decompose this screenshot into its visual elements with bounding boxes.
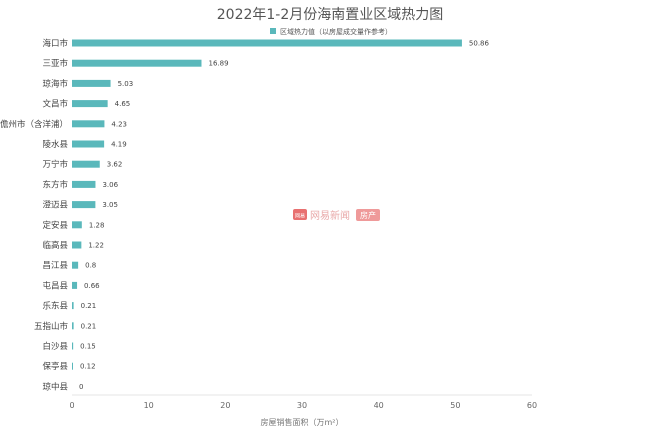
category-label: 五指山市: [34, 321, 69, 332]
category-label: 澄迈县: [42, 200, 68, 211]
category-label: 三亚市: [42, 58, 68, 69]
bars: [72, 39, 462, 370]
x-axis-label: 房屋销售面积（万m²）: [261, 417, 344, 427]
x-tick-label: 30: [297, 401, 307, 410]
value-label: 3.62: [107, 161, 123, 169]
watermark-badge: 网易: [295, 214, 305, 220]
bar: [72, 201, 96, 209]
category-label: 保亭县: [42, 361, 68, 372]
bar: [72, 362, 73, 370]
bar: [72, 342, 74, 350]
category-label: 临高县: [42, 240, 68, 251]
value-label: 0.66: [84, 282, 100, 290]
value-label: 0.21: [81, 322, 97, 330]
value-label: 0.8: [85, 262, 96, 270]
x-tick-label: 50: [450, 401, 460, 410]
legend-label: 区域热力值（以房屋成交量作参考）: [280, 27, 392, 36]
category-label: 乐东县: [42, 301, 68, 312]
x-tick-label: 60: [527, 401, 537, 410]
x-tick-label: 40: [374, 401, 384, 410]
value-label: 4.65: [115, 100, 131, 108]
watermark-tag-bg: [356, 209, 380, 221]
category-label: 文昌市: [42, 99, 68, 110]
category-label: 屯昌县: [42, 280, 68, 291]
value-label: 0: [79, 383, 83, 391]
bar: [72, 322, 74, 330]
x-tick-label: 20: [220, 401, 230, 410]
x-tick-label: 10: [144, 401, 154, 410]
category-label: 琼中县: [42, 381, 68, 392]
category-label: 东方市: [42, 179, 68, 190]
watermark-logo: [293, 209, 307, 220]
bar: [72, 140, 105, 148]
legend-swatch: [270, 28, 276, 34]
category-label: 陵水县: [42, 139, 68, 150]
bar: [72, 79, 111, 87]
bar: [72, 221, 82, 229]
bar: [72, 281, 78, 289]
value-label: 4.19: [111, 141, 127, 149]
category-label: 儋州市（含洋浦）: [0, 119, 68, 130]
watermark-tag: 房产: [360, 210, 376, 220]
category-label: 昌江县: [42, 261, 68, 271]
value-label: 5.03: [118, 80, 134, 88]
value-labels: 50.86 16.89 5.03 4.65 4.23 4.19 3.62 3.06 3.05 1.…: [79, 40, 490, 391]
category-label: 万宁市: [42, 159, 68, 170]
category-label: 定安县: [42, 220, 68, 231]
category-label: 琼海市: [42, 78, 68, 89]
bar: [72, 39, 462, 47]
value-label: 3.06: [102, 181, 118, 189]
bar: [72, 302, 74, 310]
watermark-text: 网易新闻: [310, 209, 350, 222]
bar: [72, 180, 96, 188]
x-tick-labels: 0 10 20 30 40 50 60: [69, 401, 537, 410]
value-label: 1.28: [89, 221, 105, 229]
category-label: 白沙县: [42, 341, 68, 352]
value-label: 3.05: [102, 201, 118, 209]
bar: [72, 261, 79, 269]
bar: [72, 59, 202, 67]
value-label: 0.15: [80, 343, 96, 351]
value-label: 4.23: [111, 120, 127, 128]
bar: [72, 120, 105, 128]
bar: [72, 241, 82, 249]
value-label: 0.21: [81, 302, 97, 310]
value-label: 1.22: [88, 242, 104, 250]
x-tick-label: 0: [69, 401, 74, 410]
category-label: 海口市: [42, 38, 68, 49]
value-label: 50.86: [469, 40, 490, 48]
legend: 区域热力值（以房屋成交量作参考）: [270, 27, 392, 36]
chart-title: 2022年1-2月份海南置业区域热力图: [217, 7, 444, 23]
bar: [72, 100, 108, 108]
value-label: 0.12: [80, 363, 96, 371]
bar: [72, 160, 100, 168]
value-label: 16.89: [208, 60, 228, 68]
watermark: 网易 网易新闻 房产: [293, 209, 380, 222]
